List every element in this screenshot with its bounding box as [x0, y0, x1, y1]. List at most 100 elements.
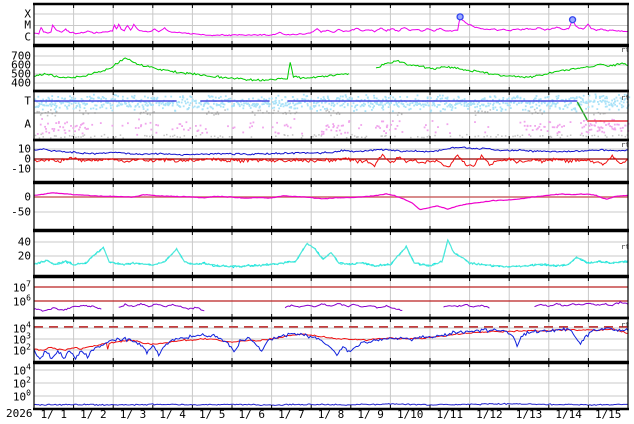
scatter-a-pink-dot — [242, 131, 245, 134]
scatter-t-cloud-dot — [238, 103, 241, 106]
scatter-t-gray-dot — [335, 113, 338, 115]
scatter-a-pink-dot — [127, 122, 129, 125]
scatter-a-pink-dot — [293, 118, 296, 120]
scatter-t-cloud-dot — [74, 102, 77, 104]
scatter-t-cloud-dot — [180, 101, 183, 104]
scatter-t-cloud-dot — [193, 105, 196, 108]
scatter-t-cloud-dot — [622, 101, 625, 104]
scatter-t-gray-dot — [257, 109, 259, 112]
scatter-a-pink-dot — [423, 126, 426, 129]
scatter-t-cloud-dot — [222, 103, 225, 105]
y-tick-label: 500 — [11, 67, 31, 81]
scatter-t-cloud-dot — [450, 104, 453, 106]
scatter-a-gray-dot — [40, 133, 42, 136]
scatter-t-cloud-dot — [215, 104, 218, 107]
scatter-t-cloud-dot — [174, 109, 176, 112]
scatter-t-cloud-dot — [387, 101, 389, 104]
scatter-a-pink-dot — [484, 131, 487, 134]
scatter-t-cloud-dot — [78, 104, 81, 106]
scatter-t-cloud-dot — [367, 97, 369, 99]
scatter-a-gray-dot — [582, 135, 584, 137]
scatter-t-cloud-dot — [272, 102, 275, 105]
y-tick-label: T — [24, 94, 31, 108]
scatter-t-cloud-dot — [400, 102, 403, 105]
scatter-t-cloud-dot — [373, 94, 375, 97]
scatter-t-cloud-dot — [441, 94, 444, 97]
scatter-t-cloud-dot — [500, 110, 503, 112]
scatter-t-cloud-dot — [40, 101, 43, 104]
scatter-t-cloud-dot — [203, 103, 205, 106]
scatter-t-cloud-dot — [260, 96, 263, 99]
scatter-a-pink-dot — [603, 121, 606, 124]
scatter-t-cloud-dot — [220, 102, 223, 105]
scatter-t-cloud-dot — [593, 100, 596, 103]
scatter-t-cloud-dot — [606, 105, 608, 108]
scatter-t-cloud-dot — [439, 110, 442, 113]
scatter-t-gray-dot — [206, 113, 208, 115]
scatter-t-cloud-dot — [374, 101, 376, 104]
scatter-a-pink-dot — [617, 123, 620, 126]
scatter-t-cloud-dot — [37, 95, 40, 98]
scatter-t-cloud-dot — [90, 107, 92, 110]
scatter-t-cloud-dot — [373, 97, 376, 99]
scatter-a-pink-dot — [57, 129, 60, 132]
scatter-a-pink-dot — [136, 133, 139, 136]
scatter-t-cloud-dot — [535, 103, 538, 106]
scatter-t-cloud-dot — [141, 104, 144, 107]
scatter-a-pink-dot — [64, 122, 66, 125]
scatter-t-cloud-dot — [202, 105, 205, 108]
scatter-t-cloud-dot — [548, 107, 551, 110]
scatter-t-cloud-dot — [409, 102, 412, 105]
scatter-t-cloud-dot — [346, 103, 349, 105]
scatter-a-pink-dot — [80, 124, 82, 126]
scatter-a-gray-dot — [284, 134, 286, 136]
scatter-t-cloud-dot — [49, 103, 52, 106]
scatter-t-cloud-dot — [36, 105, 38, 108]
scatter-t-cloud-dot — [319, 109, 322, 111]
scatter-a-pink-dot — [600, 126, 603, 129]
scatter-a-gray-dot — [514, 135, 516, 137]
scatter-t-cloud-dot — [121, 103, 124, 106]
scatter-t-cloud-dot — [306, 102, 309, 105]
scatter-a-pink-dot — [603, 131, 606, 134]
scatter-t-cloud-dot — [310, 107, 313, 110]
scatter-t-cloud-dot — [540, 102, 543, 105]
scatter-t-cloud-dot — [255, 105, 257, 108]
scatter-t-cloud-dot — [59, 101, 61, 103]
scatter-a-pink-dot — [593, 118, 596, 121]
scatter-a-pink-dot — [569, 121, 572, 123]
rt-annotation: rt — [621, 46, 630, 54]
scatter-a-pink-dot — [546, 130, 549, 132]
scatter-t-cloud-dot — [538, 104, 541, 107]
scatter-a-pink-dot — [48, 131, 51, 134]
scatter-t-cloud-dot — [414, 103, 417, 106]
scatter-t-cloud-dot — [428, 104, 431, 107]
scatter-t-cloud-dot — [332, 102, 335, 104]
scatter-a-gray-dot — [597, 135, 599, 138]
scatter-a-pink-dot — [342, 124, 344, 127]
scatter-a-pink-dot — [111, 124, 114, 127]
scatter-t-cloud-dot — [492, 106, 495, 109]
scatter-t-cloud-dot — [239, 101, 242, 103]
scatter-a-pink-dot — [322, 131, 325, 133]
scatter-a-pink-dot — [584, 123, 587, 126]
x-tick-label: 1/ 3 — [119, 408, 147, 421]
scatter-t-gray-dot — [47, 111, 49, 113]
scatter-t-cloud-dot — [565, 98, 567, 101]
scatter-t-cloud-dot — [403, 105, 405, 108]
scatter-t-cloud-dot — [209, 105, 212, 108]
scatter-t-cloud-dot — [324, 108, 326, 110]
scatter-t-cloud-dot — [551, 101, 554, 104]
scatter-t-cloud-dot — [409, 107, 412, 110]
flare-event-marker — [568, 16, 577, 24]
series-bt-total — [33, 146, 629, 156]
scatter-t-cloud-dot — [454, 107, 457, 109]
scatter-t-cloud-dot — [471, 102, 474, 105]
scatter-a-pink-dot — [41, 132, 44, 135]
scatter-a-gray-dot — [417, 136, 419, 138]
scatter-a-pink-dot — [386, 124, 389, 127]
scatter-a-pink-dot — [613, 127, 616, 130]
scatter-t-cloud-dot — [210, 95, 213, 98]
scatter-t-cloud-dot — [117, 104, 120, 107]
scatter-t-cloud-dot — [268, 97, 271, 100]
